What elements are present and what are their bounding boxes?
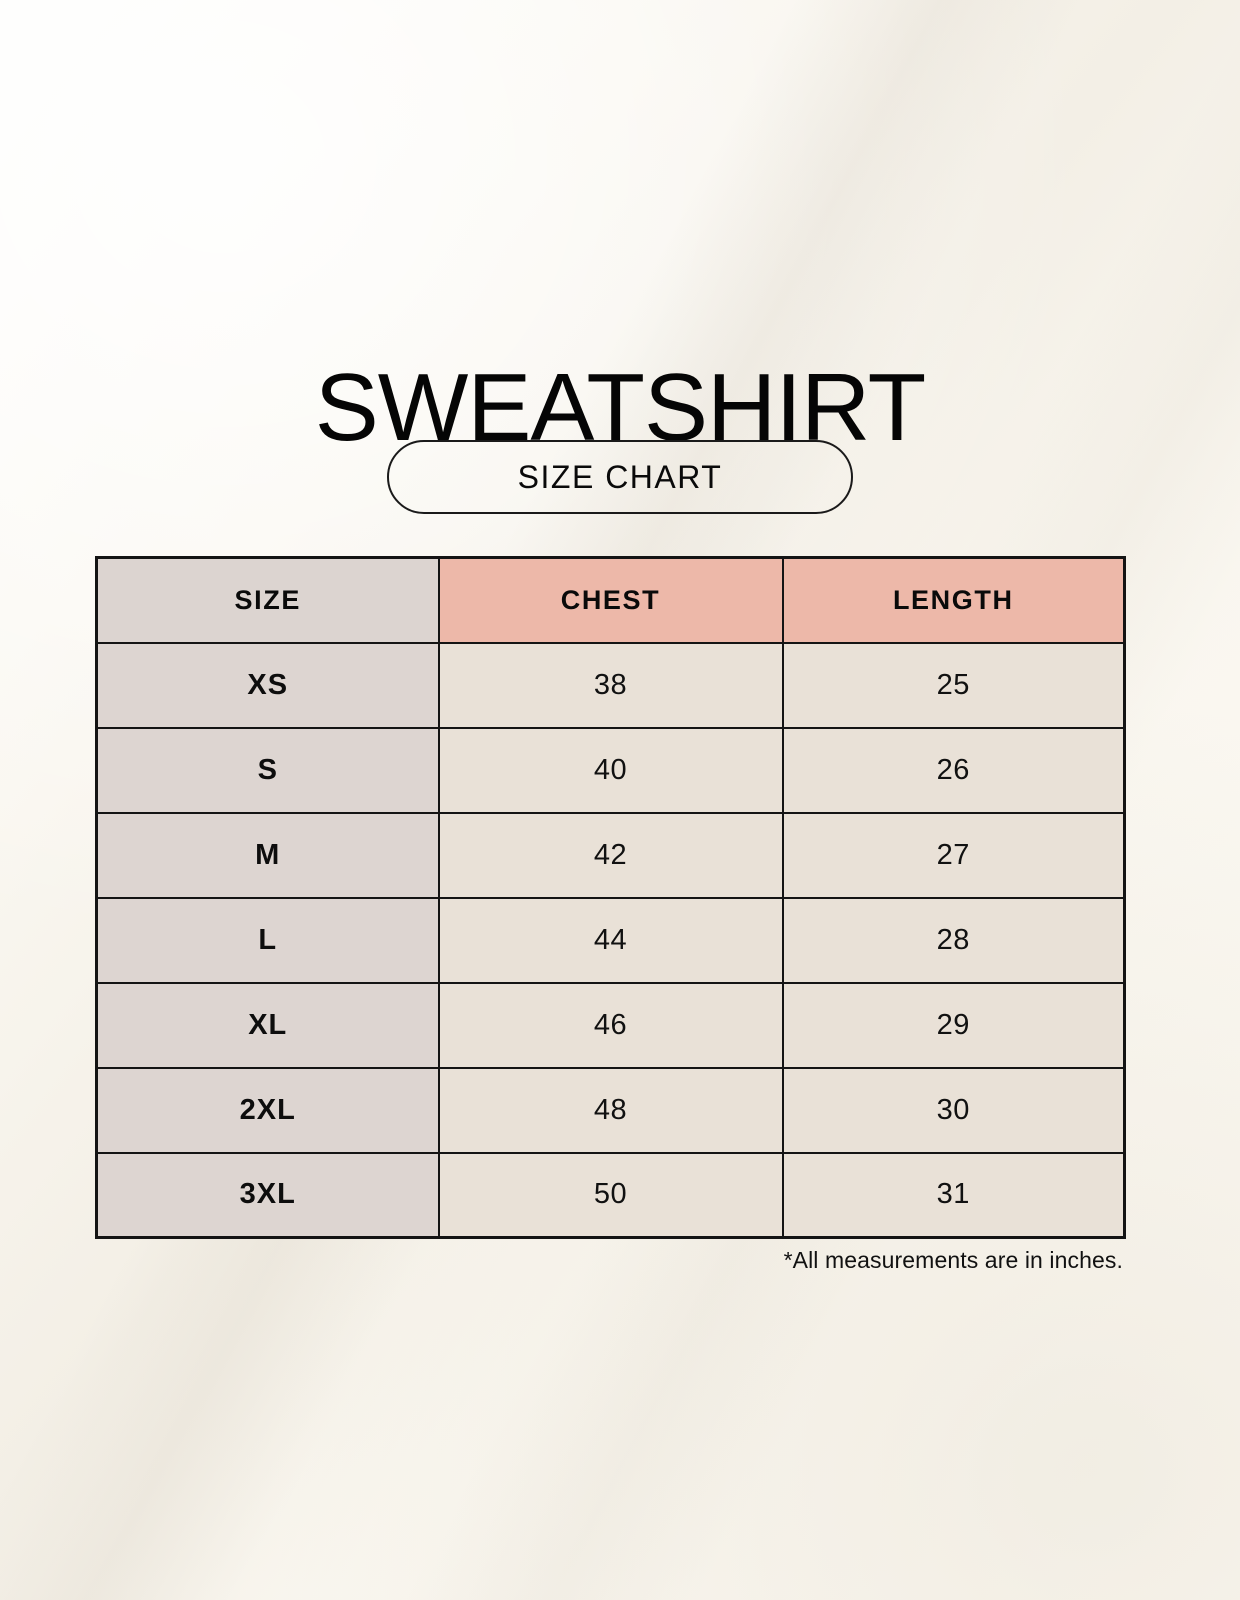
column-header-length: LENGTH: [781, 556, 1126, 644]
table-header: SIZE CHEST LENGTH: [95, 556, 1126, 644]
column-header-size: SIZE: [95, 556, 440, 644]
size-chart-badge-label: SIZE CHART: [517, 458, 723, 495]
cell-chest: 48: [437, 1066, 784, 1154]
cell-size-value: M: [255, 838, 281, 871]
cell-chest-value: 44: [593, 923, 628, 956]
cell-chest-value: 42: [593, 838, 628, 871]
table-row: 3XL 50 31: [95, 1151, 1126, 1239]
size-chart-badge: SIZE CHART: [387, 440, 853, 514]
cell-length-value: 26: [936, 753, 970, 786]
table-row: S 40 26: [95, 726, 1126, 814]
cell-size: L: [95, 896, 440, 984]
cell-size-value: S: [257, 753, 278, 786]
measurement-note: *All measurements are in inches.: [783, 1247, 1123, 1273]
column-header-chest-label: CHEST: [560, 584, 661, 615]
cell-chest-value: 48: [593, 1093, 628, 1126]
cell-length-value: 25: [936, 668, 970, 701]
cell-size: 3XL: [95, 1151, 440, 1239]
cell-chest: 40: [437, 726, 784, 814]
cell-size: M: [95, 811, 440, 899]
cell-size-value: XL: [248, 1008, 288, 1041]
cell-size-value: 3XL: [239, 1178, 296, 1211]
column-header-size-label: SIZE: [234, 584, 301, 615]
table-body: XS 38 25 S 40 26 M 42 27 L 44 28: [95, 641, 1126, 1239]
table-header-row: SIZE CHEST LENGTH: [95, 556, 1126, 644]
cell-size: XS: [95, 641, 440, 729]
table-row: L 44 28: [95, 896, 1126, 984]
column-header-chest: CHEST: [437, 556, 784, 644]
cell-size: S: [95, 726, 440, 814]
cell-chest-value: 38: [593, 668, 628, 701]
cell-length-value: 28: [936, 923, 970, 956]
cell-size: XL: [95, 981, 440, 1069]
cell-chest: 50: [437, 1151, 784, 1239]
cell-length: 31: [781, 1151, 1126, 1239]
cell-length-value: 29: [936, 1008, 970, 1041]
cell-size: 2XL: [95, 1066, 440, 1154]
table-row: XS 38 25: [95, 641, 1126, 729]
cell-length-value: 27: [936, 838, 970, 871]
cell-size-value: L: [258, 923, 278, 956]
cell-length: 28: [781, 896, 1126, 984]
cell-chest-value: 46: [593, 1008, 628, 1041]
cell-chest: 38: [437, 641, 784, 729]
cell-chest: 44: [437, 896, 784, 984]
cell-size-value: 2XL: [239, 1093, 296, 1126]
table-row: M 42 27: [95, 811, 1126, 899]
size-chart-table: SIZE CHEST LENGTH XS 38 25 S: [95, 556, 1126, 1239]
cell-length: 29: [781, 981, 1126, 1069]
size-chart-table-wrapper: SIZE CHEST LENGTH XS 38 25 S: [95, 556, 1126, 1239]
cell-length-value: 30: [936, 1093, 970, 1126]
column-header-length-label: LENGTH: [892, 584, 1014, 615]
table-row: XL 46 29: [95, 981, 1126, 1069]
cell-size-value: XS: [247, 668, 289, 701]
cell-length: 26: [781, 726, 1126, 814]
cell-chest-value: 40: [593, 753, 628, 786]
cell-length: 30: [781, 1066, 1126, 1154]
cell-length-value: 31: [936, 1178, 970, 1211]
cell-chest-value: 50: [593, 1178, 628, 1211]
cell-chest: 42: [437, 811, 784, 899]
cell-chest: 46: [437, 981, 784, 1069]
cell-length: 27: [781, 811, 1126, 899]
cell-length: 25: [781, 641, 1126, 729]
table-row: 2XL 48 30: [95, 1066, 1126, 1154]
